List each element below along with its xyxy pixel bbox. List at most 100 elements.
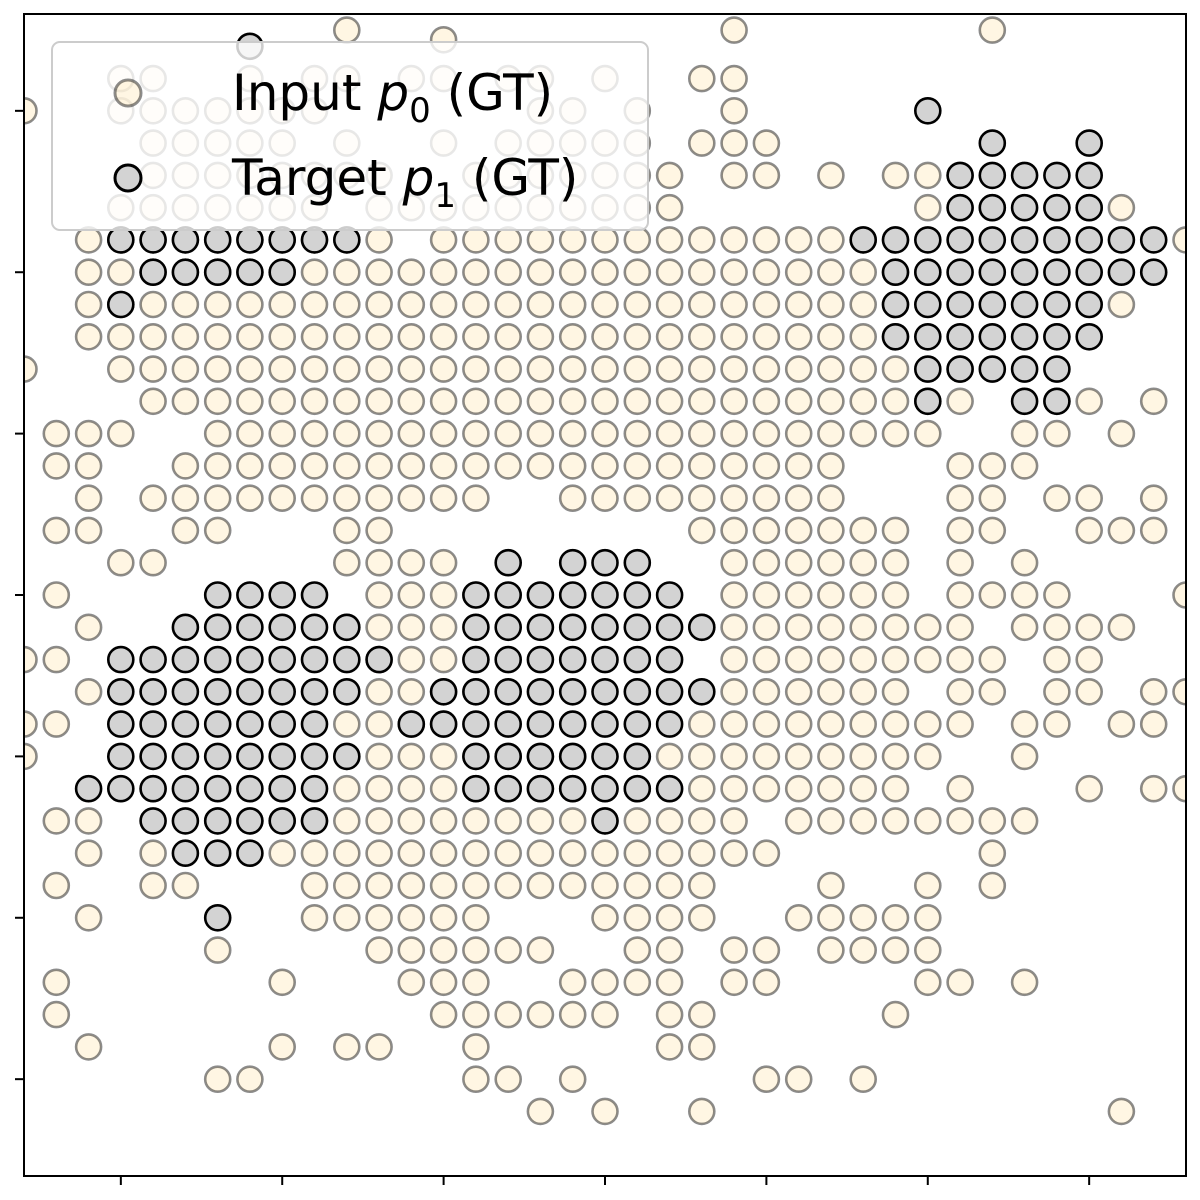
input-point	[817, 290, 845, 319]
input-point	[913, 193, 942, 222]
input-point	[24, 355, 38, 383]
input-point	[1075, 774, 1103, 803]
target-point	[1075, 322, 1103, 351]
input-point	[429, 742, 458, 771]
input-point	[268, 484, 297, 513]
target-point	[332, 613, 361, 642]
input-point	[623, 871, 652, 900]
input-point	[526, 419, 555, 448]
input-point	[784, 677, 813, 706]
input-point	[397, 258, 426, 287]
input-point	[1139, 484, 1168, 513]
input-point	[655, 258, 684, 287]
input-point	[42, 419, 71, 448]
input-point	[720, 387, 748, 416]
input-point	[462, 387, 490, 416]
input-point	[849, 355, 878, 383]
input-point	[74, 903, 103, 932]
input-point	[1139, 516, 1168, 545]
input-point	[429, 387, 458, 416]
input-point	[74, 807, 103, 835]
target-point	[978, 129, 1007, 157]
input-point	[946, 387, 974, 416]
input-point	[849, 258, 878, 287]
input-point	[526, 226, 555, 254]
input-point	[849, 516, 878, 545]
target-point	[494, 710, 523, 738]
target-point	[558, 710, 587, 738]
input-point	[591, 968, 619, 997]
input-point	[462, 419, 490, 448]
input-point	[784, 774, 813, 803]
input-point	[849, 774, 878, 803]
input-point	[752, 581, 781, 609]
input-point	[397, 742, 426, 771]
input-point	[494, 226, 523, 254]
legend-label-target-symbol: p	[402, 149, 435, 207]
input-point	[687, 387, 716, 416]
input-point	[236, 387, 264, 416]
target-point	[913, 387, 942, 416]
target-point	[236, 645, 264, 674]
input-point	[397, 774, 426, 803]
target-point	[236, 774, 264, 803]
target-point	[236, 226, 264, 254]
input-point	[526, 839, 555, 868]
input-point	[817, 645, 845, 674]
input-point	[332, 807, 361, 835]
input-point	[687, 64, 716, 93]
input-point	[946, 645, 974, 674]
input-point	[591, 226, 619, 254]
input-point	[591, 1097, 619, 1126]
input-point	[817, 936, 845, 964]
legend-label-target-subscript: 1	[434, 176, 456, 216]
input-point	[268, 839, 297, 868]
input-point	[881, 161, 910, 190]
input-point	[1043, 419, 1071, 448]
input-point	[978, 839, 1007, 868]
target-point	[623, 613, 652, 642]
target-point	[332, 677, 361, 706]
input-point	[817, 322, 845, 351]
target-point	[913, 97, 942, 125]
input-point	[817, 807, 845, 835]
input-point	[1075, 677, 1103, 706]
input-point	[429, 645, 458, 674]
input-point	[236, 355, 264, 383]
input-point	[462, 452, 490, 480]
input-point	[913, 161, 942, 190]
input-point	[591, 871, 619, 900]
input-point	[494, 871, 523, 900]
target-point	[558, 677, 587, 706]
input-point	[462, 1065, 490, 1093]
input-point	[558, 807, 587, 835]
input-point	[236, 290, 264, 319]
target-point	[203, 645, 232, 674]
input-point	[397, 355, 426, 383]
input-point	[881, 581, 910, 609]
input-point	[752, 677, 781, 706]
input-point	[107, 548, 135, 577]
input-point	[365, 871, 393, 900]
input-point	[332, 290, 361, 319]
input-point	[1172, 678, 1186, 706]
target-point	[591, 710, 619, 738]
target-point	[623, 581, 652, 609]
target-point	[655, 645, 684, 674]
input-point	[687, 871, 716, 900]
target-point	[1043, 387, 1071, 416]
target-point	[203, 774, 232, 803]
target-point	[978, 258, 1007, 287]
input-point	[526, 936, 555, 964]
input-point	[849, 290, 878, 319]
target-point	[881, 322, 910, 351]
input-point	[752, 387, 781, 416]
input-point	[687, 516, 716, 545]
input-point	[720, 807, 748, 835]
input-point	[881, 613, 910, 642]
input-point	[752, 161, 781, 190]
input-point	[591, 419, 619, 448]
target-point	[591, 613, 619, 642]
input-point	[107, 322, 135, 351]
